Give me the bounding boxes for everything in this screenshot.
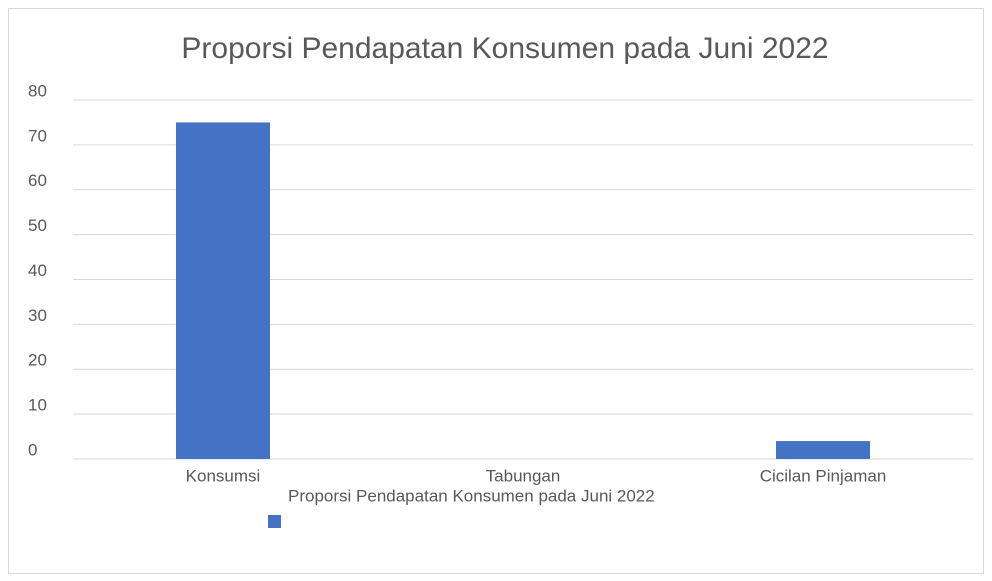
y-tick-label: 50 [28,216,47,235]
y-tick-label: 80 [28,81,47,100]
x-tick-label: Cicilan Pinjaman [760,466,887,485]
y-tick-label: 70 [28,126,47,145]
y-tick-label: 60 [28,171,47,190]
chart-frame [8,8,984,574]
y-tick-label: 10 [28,396,47,415]
bar [776,441,870,459]
bar [176,122,270,459]
y-tick-label: 30 [28,306,47,325]
y-tick-label: 20 [28,351,47,370]
chart-title: Proporsi Pendapatan Konsumen pada Juni 2… [181,32,828,65]
x-tick-label: Tabungan [486,466,561,485]
y-tick-label: 40 [28,261,47,280]
x-tick-label: Konsumsi [186,466,261,485]
legend-swatch [268,515,281,528]
y-tick-label: 0 [28,440,37,459]
legend-label: Proporsi Pendapatan Konsumen pada Juni 2… [288,486,655,505]
